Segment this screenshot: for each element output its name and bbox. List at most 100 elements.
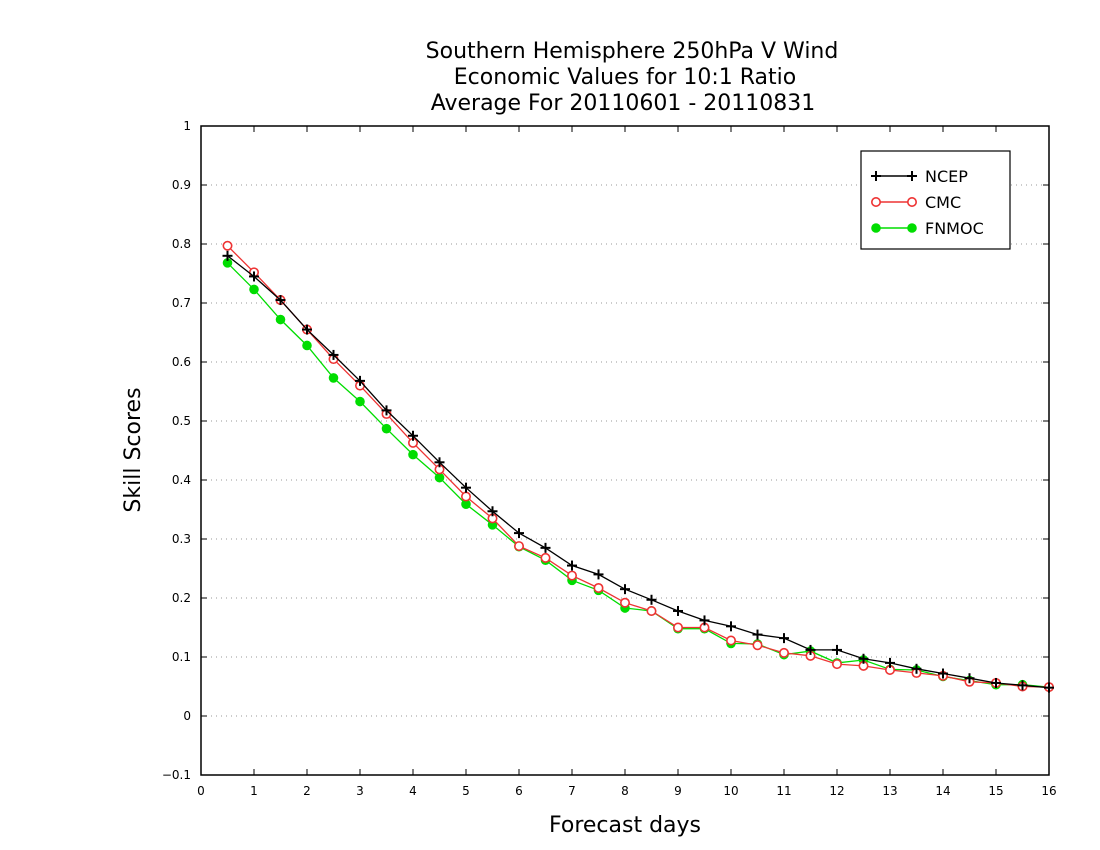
data-point-fnmoc	[249, 284, 259, 295]
data-point-ncep	[911, 663, 922, 674]
data-point-ncep	[567, 560, 577, 571]
x-tick-label: 2	[303, 784, 311, 798]
data-point-ncep	[779, 633, 789, 644]
series-ncep	[222, 250, 1054, 693]
x-tick-label: 10	[723, 784, 738, 798]
data-point-cmc	[672, 622, 683, 633]
data-point-ncep	[832, 644, 842, 655]
data-point-ncep	[222, 250, 233, 261]
data-point-ncep	[752, 629, 763, 640]
data-point-cmc	[460, 491, 471, 502]
data-point-ncep	[593, 569, 604, 580]
plot-frame	[200, 125, 1050, 776]
series-cmc	[222, 240, 1055, 693]
legend-marker-ncep	[871, 171, 881, 181]
data-point-fnmoc	[381, 423, 392, 434]
x-tick-label: 8	[621, 784, 629, 798]
chart-title: Southern Hemisphere 250hPa V Wind Econom…	[426, 39, 839, 116]
series-line-fnmoc	[227, 262, 1050, 688]
data-point-fnmoc	[328, 373, 339, 383]
y-tick-label: 1	[183, 119, 191, 133]
y-tick-label: 0.3	[172, 532, 191, 546]
legend-marker-cmc	[906, 197, 917, 208]
data-point-cmc	[619, 597, 630, 608]
data-point-fnmoc	[302, 340, 312, 351]
x-tick-label: 5	[462, 784, 470, 798]
y-tick-label: 0.2	[172, 591, 191, 605]
y-tick-label: 0	[183, 709, 191, 723]
y-tick-label: 0.1	[172, 650, 191, 664]
data-point-cmc	[513, 541, 524, 552]
chart-title-line-2: Economic Values for 10:1 Ratio	[454, 65, 796, 90]
data-point-cmc	[646, 605, 657, 616]
data-point-ncep	[858, 653, 869, 664]
data-point-ncep	[408, 430, 418, 441]
legend-entry-ncep: NCEP	[871, 167, 968, 186]
data-point-ncep	[938, 668, 948, 679]
data-point-ncep	[673, 605, 683, 616]
data-point-cmc	[725, 635, 736, 646]
data-point-ncep	[487, 506, 498, 517]
data-point-ncep	[434, 457, 445, 468]
x-tick-label: 11	[776, 784, 791, 798]
data-point-fnmoc	[434, 472, 445, 483]
series-line-ncep	[227, 255, 1050, 689]
x-tick-label: 0	[197, 784, 205, 798]
data-point-ncep	[726, 621, 736, 632]
data-point-cmc	[566, 570, 577, 581]
x-tick-label: 7	[568, 784, 576, 798]
data-point-cmc	[752, 640, 763, 651]
x-tick-label: 16	[1041, 784, 1056, 798]
data-point-ncep	[381, 405, 392, 416]
data-point-ncep	[964, 673, 975, 684]
legend-marker-cmc	[870, 197, 881, 208]
x-tick-label: 3	[356, 784, 364, 798]
legend-label-fnmoc: FNMOC	[925, 219, 984, 238]
x-axis-label: Forecast days	[549, 813, 701, 838]
y-tick-label: 0.5	[172, 414, 191, 428]
x-tick-label: 15	[988, 784, 1003, 798]
axis-ticks: −0.100.10.20.30.40.50.60.70.80.910 1 2 3 4 5 6…	[162, 119, 1057, 798]
x-tick-label: 13	[882, 784, 897, 798]
data-point-ncep	[646, 594, 657, 605]
data-point-cmc	[778, 647, 789, 658]
chart-title-line-3: Average For 20110601 - 20110831	[431, 91, 816, 116]
data-point-fnmoc	[275, 314, 286, 325]
data-point-ncep	[885, 657, 895, 668]
legend-label-ncep: NCEP	[925, 167, 968, 186]
chart-title-line-1: Southern Hemisphere 250hPa V Wind	[426, 39, 839, 64]
data-point-cmc	[222, 240, 233, 251]
y-tick-label: 0.8	[172, 237, 191, 251]
data-point-ncep	[514, 528, 524, 539]
data-point-ncep	[805, 644, 816, 655]
x-tick-label: 1	[250, 784, 258, 798]
series-lines	[222, 240, 1055, 693]
x-tick-label: 9	[674, 784, 682, 798]
x-tick-label: 12	[829, 784, 844, 798]
data-point-ncep	[249, 271, 259, 282]
series-line-cmc	[227, 245, 1050, 688]
data-point-ncep	[328, 349, 339, 360]
data-point-ncep	[620, 584, 630, 595]
data-point-ncep	[355, 375, 365, 386]
y-tick-label: 0.6	[172, 355, 191, 369]
data-point-fnmoc	[355, 396, 365, 407]
legend-box	[860, 150, 1011, 250]
legend-label-cmc: CMC	[925, 193, 961, 212]
data-point-ncep	[699, 615, 710, 626]
gridlines	[201, 184, 1049, 717]
legend-entry-fnmoc: FNMOC	[871, 219, 984, 238]
data-point-fnmoc	[408, 449, 418, 460]
data-point-cmc	[831, 659, 842, 670]
data-point-ncep	[540, 542, 551, 553]
data-point-cmc	[540, 552, 551, 563]
legend-entry-cmc: CMC	[870, 193, 961, 212]
x-tick-label: 4	[409, 784, 417, 798]
data-point-ncep	[275, 295, 286, 306]
data-point-ncep	[1017, 680, 1028, 691]
data-point-ncep	[461, 482, 471, 493]
y-axis-label: Skill Scores	[121, 387, 146, 512]
legend-marker-ncep	[907, 171, 917, 181]
data-point-ncep	[991, 677, 1001, 688]
